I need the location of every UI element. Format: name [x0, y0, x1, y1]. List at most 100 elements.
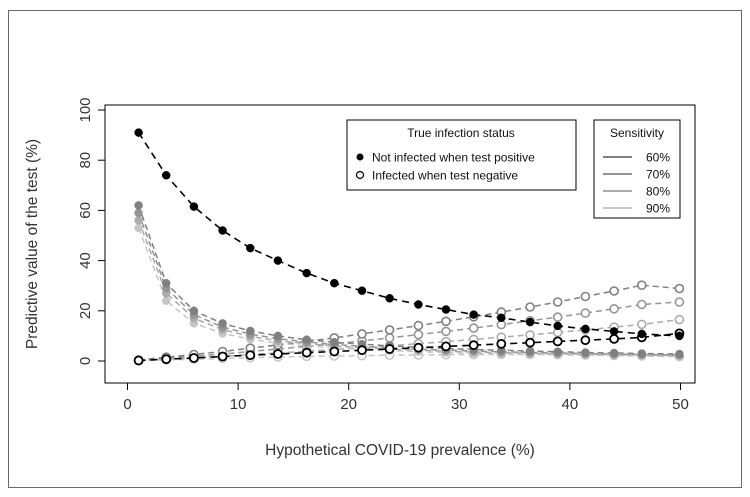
data-point — [414, 300, 423, 309]
data-point — [468, 323, 479, 333]
axes: 0 10 20 30 40 50 0 20 40 60 80 100 — [77, 97, 689, 413]
data-point — [302, 268, 311, 278]
data-point — [357, 286, 367, 295]
legend-status-entry-negative: Infected when test negative — [372, 169, 518, 183]
data-point — [384, 344, 395, 354]
data-point — [441, 316, 451, 327]
data-point — [273, 256, 283, 265]
data-point — [636, 280, 647, 291]
data-point — [469, 310, 478, 319]
data-point — [301, 347, 312, 358]
data-point — [441, 326, 451, 337]
data-point — [188, 353, 199, 363]
y-tick-label: 80 — [77, 152, 94, 169]
x-tick-label: 50 — [672, 396, 689, 413]
data-point — [581, 324, 590, 334]
data-point — [189, 202, 199, 211]
data-point — [525, 330, 535, 340]
y-tick-label: 40 — [77, 252, 94, 269]
data-point — [675, 331, 684, 341]
data-point — [609, 333, 619, 344]
figure-frame — [8, 10, 742, 488]
legend-status-entry-positive: Not infected when test positive — [372, 151, 535, 165]
series-line — [137, 132, 680, 337]
data-point — [580, 335, 591, 346]
data-point — [636, 319, 647, 330]
data-point — [552, 312, 563, 322]
data-point — [330, 278, 339, 288]
data-point — [637, 329, 647, 339]
legend-sensitivity: Sensitivity 60% 70% 80% 90% — [593, 119, 681, 219]
data-point — [217, 351, 228, 362]
y-tick-label: 0 — [77, 357, 94, 365]
data-point — [302, 335, 311, 344]
legend-status-title: True infection status — [407, 126, 515, 140]
y-tick-label: 20 — [77, 302, 94, 319]
data-point — [384, 325, 395, 335]
legend-sensitivity-60: 60% — [646, 151, 670, 165]
data-point — [357, 345, 367, 356]
data-point — [468, 340, 479, 351]
data-point — [675, 349, 684, 359]
data-point — [636, 299, 647, 310]
data-point — [525, 337, 535, 348]
data-point — [218, 226, 227, 235]
data-point — [609, 327, 619, 336]
legend-sensitivity-90: 90% — [646, 202, 670, 216]
data-point — [218, 319, 227, 328]
data-point — [674, 283, 685, 294]
data-point — [553, 347, 562, 356]
data-point — [134, 128, 143, 137]
data-point — [552, 297, 563, 307]
legend-sensitivity-box — [593, 119, 681, 219]
legend-marker-open — [355, 170, 365, 180]
y-tick-label: 60 — [77, 202, 94, 219]
y-axis-title: Predictive value of the test (%) — [24, 139, 41, 349]
data-point — [552, 336, 563, 347]
data-point — [496, 338, 507, 349]
data-point — [525, 317, 535, 327]
data-point — [580, 308, 591, 318]
data-point — [413, 342, 424, 353]
x-tick-label: 40 — [562, 396, 579, 413]
data-point — [134, 208, 143, 218]
data-point — [357, 329, 367, 339]
data-point — [674, 297, 685, 307]
data-point — [609, 348, 619, 358]
x-tick-label: 20 — [340, 396, 357, 413]
series-points — [133, 128, 685, 366]
data-point — [384, 333, 395, 343]
data-point — [161, 296, 171, 306]
x-tick-label: 10 — [230, 396, 247, 413]
data-point — [161, 354, 172, 365]
data-point — [246, 243, 255, 253]
data-point — [413, 320, 424, 331]
legend-status: True infection status Not infected when … — [346, 119, 577, 191]
data-point — [525, 346, 535, 356]
data-point — [525, 302, 535, 312]
data-point — [329, 346, 340, 357]
data-point — [134, 201, 143, 210]
x-axis-title: Hypothetical COVID-19 prevalence (%) — [265, 442, 535, 459]
legend-sensitivity-80: 80% — [646, 185, 670, 199]
data-point — [609, 303, 619, 314]
data-point — [497, 313, 506, 323]
y-tick-label: 100 — [77, 97, 94, 122]
data-point — [581, 348, 590, 357]
series-line — [137, 205, 680, 355]
legend-status-box — [346, 119, 577, 191]
data-point — [134, 223, 143, 233]
data-point — [553, 321, 562, 331]
data-point — [133, 355, 144, 366]
data-point — [273, 331, 283, 341]
series-line — [137, 227, 680, 357]
data-point — [246, 326, 255, 336]
legend-marker-filled — [356, 153, 364, 161]
data-point — [245, 350, 256, 361]
data-point — [330, 337, 339, 347]
x-tick-label: 0 — [123, 396, 131, 413]
data-point — [441, 341, 451, 352]
data-point — [134, 216, 143, 225]
data-point — [580, 291, 591, 302]
